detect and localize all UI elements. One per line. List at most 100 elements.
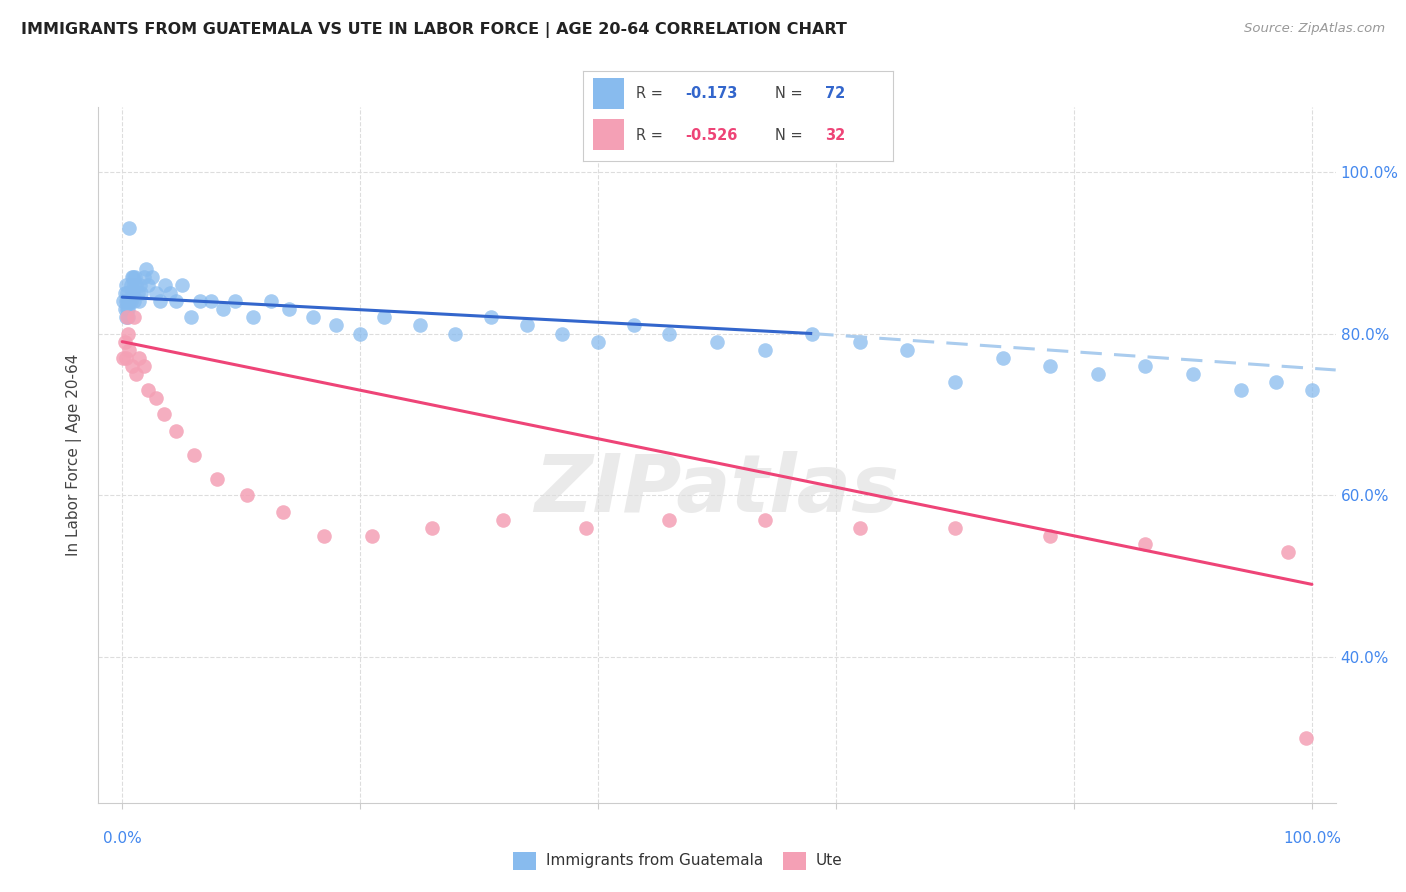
Point — [141, 269, 163, 284]
Bar — [593, 119, 624, 150]
Point — [122, 286, 145, 301]
Point — [165, 294, 187, 309]
Point — [138, 383, 160, 397]
Point — [132, 269, 155, 284]
Point — [121, 286, 143, 301]
Point — [129, 286, 152, 301]
Point — [754, 513, 776, 527]
Point — [115, 310, 138, 325]
Point — [991, 351, 1014, 365]
Point — [1135, 537, 1157, 551]
Point — [138, 278, 160, 293]
Point — [1135, 359, 1157, 373]
Text: N =: N = — [775, 87, 807, 101]
Point — [314, 529, 336, 543]
Point — [117, 326, 139, 341]
Point — [236, 488, 259, 502]
Text: R =: R = — [636, 87, 668, 101]
Point — [325, 318, 347, 333]
Point — [207, 472, 229, 486]
Point — [120, 294, 142, 309]
Point — [706, 334, 728, 349]
Text: 32: 32 — [825, 128, 845, 143]
Point — [1039, 529, 1062, 543]
Point — [153, 408, 176, 422]
Point — [114, 294, 136, 309]
Text: ZIPatlas: ZIPatlas — [534, 450, 900, 529]
Point — [943, 521, 966, 535]
Point — [120, 278, 142, 293]
Point — [170, 278, 193, 293]
Point — [551, 326, 574, 341]
Point — [114, 334, 136, 349]
Point — [118, 221, 141, 235]
Point — [117, 294, 139, 309]
Point — [114, 302, 136, 317]
Text: N =: N = — [775, 128, 807, 143]
Text: R =: R = — [636, 128, 668, 143]
Point — [801, 326, 824, 341]
Point — [277, 302, 299, 317]
Point — [1087, 367, 1109, 381]
Point — [1277, 545, 1299, 559]
Point — [479, 310, 502, 325]
Point — [212, 302, 235, 317]
Point — [492, 513, 515, 527]
Point — [149, 294, 172, 309]
Point — [183, 448, 205, 462]
Point — [122, 294, 145, 309]
Point — [122, 310, 145, 325]
Point — [115, 294, 138, 309]
Point — [117, 310, 139, 325]
Point — [117, 302, 139, 317]
Point — [271, 504, 294, 518]
Point — [1301, 383, 1323, 397]
Point — [849, 334, 872, 349]
Text: -0.526: -0.526 — [686, 128, 738, 143]
Point — [112, 351, 135, 365]
Bar — [593, 78, 624, 109]
Point — [896, 343, 918, 357]
Point — [132, 359, 155, 373]
Point — [112, 294, 135, 309]
Text: 100.0%: 100.0% — [1282, 831, 1341, 847]
Point — [122, 269, 145, 284]
Point — [115, 286, 138, 301]
Point — [224, 294, 246, 309]
Point — [114, 310, 136, 325]
Point — [1295, 731, 1317, 745]
Point — [124, 269, 146, 284]
Point — [1265, 375, 1288, 389]
Point — [1039, 359, 1062, 373]
Point — [658, 513, 681, 527]
Point — [122, 278, 145, 293]
Point — [188, 294, 211, 309]
Point — [145, 286, 167, 301]
Point — [361, 529, 384, 543]
Point — [128, 351, 150, 365]
Point — [114, 278, 136, 293]
Point — [159, 286, 181, 301]
Point — [127, 286, 149, 301]
Point — [114, 351, 136, 365]
Text: -0.173: -0.173 — [686, 87, 738, 101]
Point — [658, 326, 681, 341]
Point — [125, 278, 148, 293]
Point — [260, 294, 283, 309]
Point — [200, 294, 222, 309]
Point — [516, 318, 538, 333]
Point — [575, 521, 598, 535]
Point — [128, 294, 150, 309]
Point — [135, 261, 157, 276]
Point — [180, 310, 202, 325]
Y-axis label: In Labor Force | Age 20-64: In Labor Force | Age 20-64 — [66, 354, 83, 556]
Text: Ute: Ute — [815, 854, 842, 868]
Point — [115, 302, 138, 317]
Point — [373, 310, 395, 325]
Point — [1181, 367, 1204, 381]
Point — [114, 286, 136, 301]
Text: 0.0%: 0.0% — [103, 831, 142, 847]
Point — [349, 326, 371, 341]
Text: 72: 72 — [825, 87, 845, 101]
Point — [118, 294, 141, 309]
